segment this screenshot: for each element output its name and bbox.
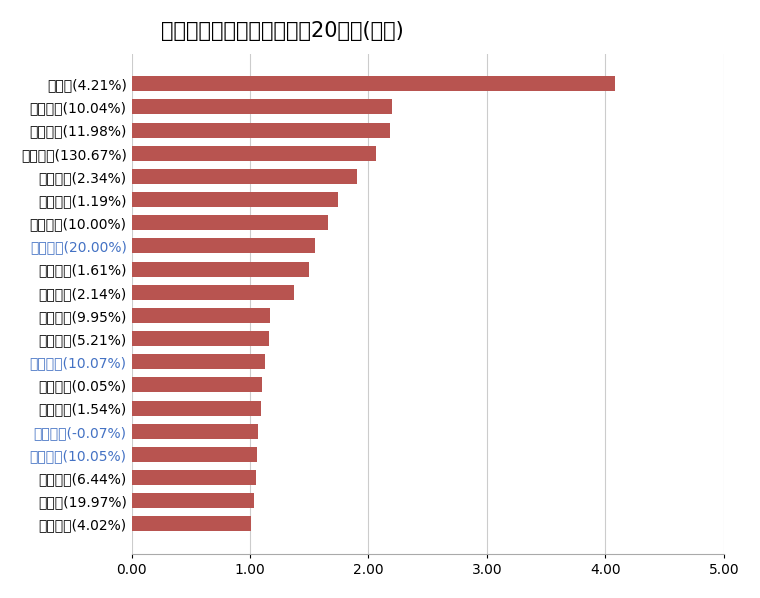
Bar (131, 493, 254, 508)
Bar (131, 423, 258, 439)
Bar (131, 354, 265, 369)
Bar (131, 99, 392, 114)
Bar (131, 239, 315, 254)
Text: 今日主力资金净流入金额前20个股(亿元): 今日主力资金净流入金额前20个股(亿元) (161, 21, 404, 41)
Bar (131, 192, 337, 207)
Bar (131, 447, 257, 462)
Bar (131, 516, 252, 532)
Bar (131, 169, 356, 184)
Bar (131, 77, 615, 91)
Bar (131, 146, 375, 161)
Bar (131, 285, 294, 300)
Bar (131, 215, 328, 230)
Bar (131, 123, 390, 138)
Bar (131, 261, 309, 277)
Bar (131, 377, 262, 392)
Bar (131, 331, 269, 346)
Bar (131, 470, 256, 485)
Bar (131, 308, 270, 323)
Bar (131, 401, 261, 416)
